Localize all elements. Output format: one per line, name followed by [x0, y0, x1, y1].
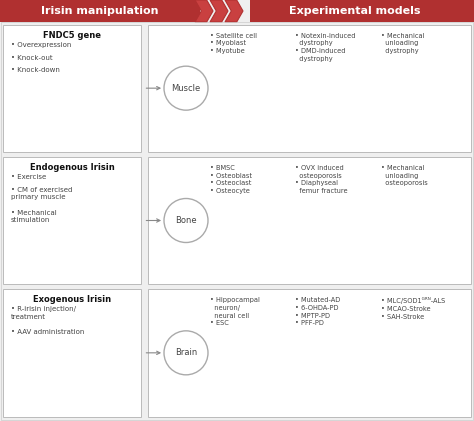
Text: • Overexpression: • Overexpression [11, 42, 72, 48]
Text: Brain: Brain [175, 348, 197, 357]
Text: Muscle: Muscle [172, 84, 201, 93]
Text: • Satellite cell
• Myoblast
• Myotube: • Satellite cell • Myoblast • Myotube [210, 32, 257, 54]
Text: • Exercise: • Exercise [11, 174, 46, 180]
Polygon shape [210, 0, 228, 22]
FancyBboxPatch shape [148, 24, 471, 152]
Text: • Notexin-induced
  dystrophy
• DMD-induced
  dystrophy: • Notexin-induced dystrophy • DMD-induce… [295, 32, 356, 62]
FancyBboxPatch shape [0, 0, 200, 22]
Text: Bone: Bone [175, 216, 197, 225]
FancyBboxPatch shape [3, 289, 141, 416]
Text: FNDC5 gene: FNDC5 gene [43, 30, 101, 40]
Text: • Knock-down: • Knock-down [11, 67, 60, 74]
Text: • Hippocampal
  neuron/
  neural cell
• ESC: • Hippocampal neuron/ neural cell • ESC [210, 297, 260, 326]
Text: • OVX induced
  osteoporosis
• Diaphyseal
  femur fracture: • OVX induced osteoporosis • Diaphyseal … [295, 165, 348, 194]
Text: • MLC/SOD1ᴳᴿᴺ-ALS
• MCAO-Stroke
• SAH-Stroke: • MLC/SOD1ᴳᴿᴺ-ALS • MCAO-Stroke • SAH-St… [381, 297, 445, 320]
Text: • CM of exercised
primary muscle: • CM of exercised primary muscle [11, 187, 73, 200]
FancyBboxPatch shape [3, 157, 141, 284]
Text: • R-irisin injection/
treatment: • R-irisin injection/ treatment [11, 306, 76, 320]
FancyBboxPatch shape [148, 289, 471, 416]
FancyBboxPatch shape [148, 157, 471, 284]
Text: Endogenous Irisin: Endogenous Irisin [29, 163, 114, 172]
Text: • Mutated-AD
• 6-OHDA-PD
• MPTP-PD
• PFF-PD: • Mutated-AD • 6-OHDA-PD • MPTP-PD • PFF… [295, 297, 341, 326]
Text: Exogenous Irisin: Exogenous Irisin [33, 295, 111, 304]
Circle shape [164, 198, 208, 242]
Circle shape [164, 331, 208, 375]
Text: • Mechanical
  unloading
  dystrophy: • Mechanical unloading dystrophy [381, 32, 424, 54]
Text: • AAV administration: • AAV administration [11, 329, 84, 335]
Circle shape [164, 66, 208, 110]
Text: • Mechanical
stimulation: • Mechanical stimulation [11, 210, 57, 223]
Text: Irisin manipulation: Irisin manipulation [41, 6, 159, 16]
Polygon shape [225, 0, 243, 22]
FancyBboxPatch shape [3, 24, 141, 152]
Text: • Mechanical
  unloading
  osteoporosis: • Mechanical unloading osteoporosis [381, 165, 428, 187]
Text: Experimental models: Experimental models [289, 6, 421, 16]
Text: • BMSC
• Osteoblast
• Osteoclast
• Osteocyte: • BMSC • Osteoblast • Osteoclast • Osteo… [210, 165, 252, 194]
Polygon shape [195, 0, 213, 22]
Text: • Knock-out: • Knock-out [11, 54, 53, 61]
FancyBboxPatch shape [250, 0, 474, 22]
